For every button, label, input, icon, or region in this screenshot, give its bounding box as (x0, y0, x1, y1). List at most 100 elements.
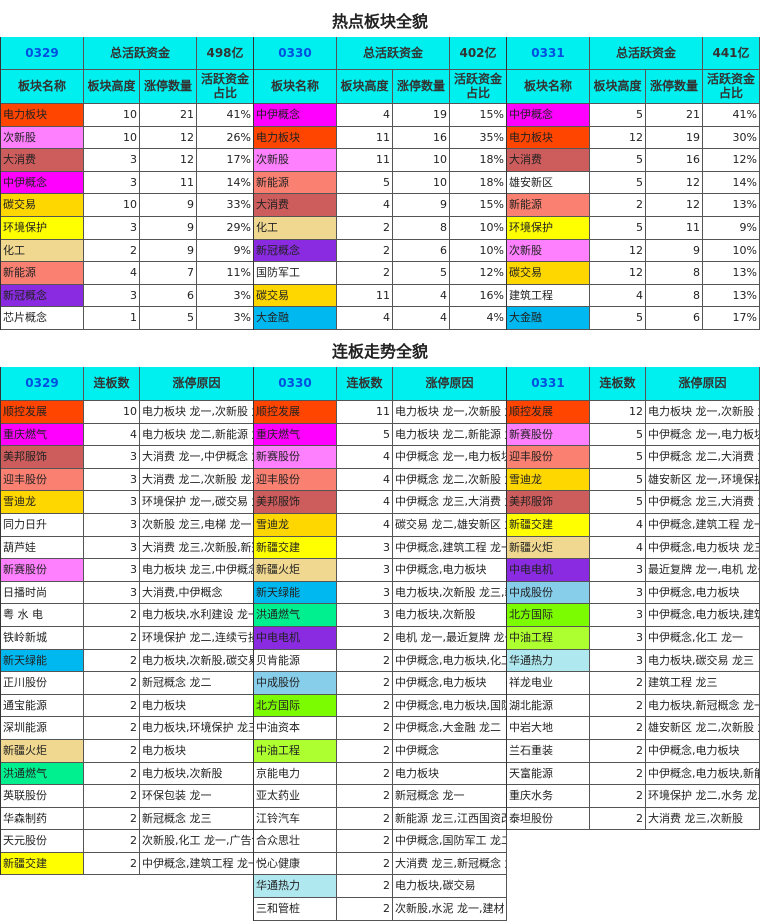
table-row[interactable]: 中伊概念 4 19 15% (254, 104, 507, 127)
table-row[interactable]: 新疆火炬 4 中伊概念,电力板块 龙三 (507, 536, 760, 560)
table-row[interactable]: 铁岭新城 2 环境保护 龙二,连续亏损 (1, 626, 254, 650)
table-row[interactable]: 美邦服饰 4 中伊概念 龙三,大消费 龙 (254, 491, 507, 514)
table-row[interactable]: 迎丰股份 3 大消费 龙二,次新股 龙二 (1, 468, 254, 492)
table-row[interactable]: 美邦服饰 3 大消费 龙一,中伊概念 龙 (1, 446, 254, 469)
table-row[interactable]: 英联股份 2 环保包装 龙一 (1, 785, 254, 808)
table-row[interactable]: 葫芦娃 3 大消费 龙三,次新股,新冠 (1, 536, 254, 560)
table-row[interactable]: 北方国际 2 中伊概念,电力板块,国防 (254, 694, 507, 718)
table-row[interactable]: 中电电机 3 最近复牌 龙一,电机 龙一 (507, 559, 760, 582)
table-row[interactable]: 新赛股份 5 中伊概念 龙一,电力板块 (507, 423, 760, 447)
table-row[interactable]: 贝肯能源 2 中伊概念,电力板块,化工 (254, 649, 507, 673)
table-row[interactable]: 碳交易 12 8 13% (507, 262, 760, 285)
table-row[interactable]: 环境保护 3 9 29% (1, 216, 254, 240)
table-row[interactable]: 祥龙电业 2 建筑工程 龙三 (507, 672, 760, 695)
table-row[interactable]: 顺控发展 10 电力板块 龙一,次新股 龙 (1, 401, 254, 424)
table-row[interactable]: 次新股 10 12 26% (1, 126, 254, 150)
board-count: 3 (84, 536, 140, 559)
table-row[interactable]: 华通热力 3 电力板块,碳交易 龙三 (507, 649, 760, 673)
table-row[interactable]: 中成股份 3 中伊概念,电力板块 (507, 581, 760, 605)
table-row[interactable]: 江铃汽车 2 新能源 龙三,江西国资改 (254, 807, 507, 831)
table-row[interactable]: 国防军工 2 5 12% (254, 262, 507, 285)
table-row[interactable]: 新疆交建 2 中伊概念,建筑工程 龙一 (1, 852, 254, 876)
table-row[interactable]: 雄安新区 5 12 14% (507, 171, 760, 195)
table-row[interactable]: 新天绿能 2 电力板块,次新股,碳交易 (1, 649, 254, 673)
table-row[interactable]: 新能源 2 12 13% (507, 194, 760, 217)
table-row[interactable]: 大消费 5 16 12% (507, 149, 760, 172)
table-row[interactable]: 雪迪龙 3 环境保护 龙一,碳交易 龙 (1, 491, 254, 514)
table-row[interactable]: 天富能源 2 中伊概念,电力板块,新能 (507, 762, 760, 786)
table-row[interactable]: 顺控发展 12 电力板块 龙一,次新股 龙 (507, 401, 760, 424)
table-row[interactable]: 重庆燃气 5 电力板块 龙二,新能源 龙 (254, 423, 507, 447)
table-row[interactable]: 新能源 4 7 11% (1, 262, 254, 285)
table-row[interactable]: 大金融 4 4 4% (254, 307, 507, 330)
table-row[interactable]: 新赛股份 4 中伊概念 龙一,电力板块 (254, 446, 507, 469)
table-row[interactable]: 深圳能源 2 电力板块,环境保护 龙三 (1, 717, 254, 740)
table-row[interactable]: 京能电力 2 电力板块 (254, 762, 507, 786)
table-row[interactable]: 中伊概念 5 21 41% (507, 104, 760, 127)
table-row[interactable]: 新疆交建 3 中伊概念,建筑工程 龙一 (254, 536, 507, 560)
table-row[interactable]: 合众思壮 2 中伊概念,国防军工 龙二 (254, 830, 507, 853)
table-row[interactable]: 亚太药业 2 新冠概念 龙一 (254, 785, 507, 808)
table-row[interactable]: 电力板块 11 16 35% (254, 126, 507, 150)
stock-name: 顺控发展 (507, 401, 590, 423)
table-row[interactable]: 中岩大地 2 雄安新区 龙二,次新股 龙 (507, 717, 760, 740)
table-row[interactable]: 新疆火炬 3 中伊概念,电力板块 (254, 559, 507, 582)
table-row[interactable]: 洪通燃气 3 电力板块,次新股 (254, 604, 507, 627)
table-row[interactable]: 美邦服饰 5 中伊概念 龙三,大消费 龙 (507, 491, 760, 514)
table-row[interactable]: 化工 2 9 9% (1, 239, 254, 263)
table-row[interactable]: 新冠概念 2 6 10% (254, 239, 507, 263)
table-row[interactable]: 北方国际 3 中伊概念,电力板块,建筑 (507, 604, 760, 627)
table-row[interactable]: 次新股 11 10 18% (254, 149, 507, 172)
table-row[interactable]: 新疆火炬 2 电力板块 (1, 739, 254, 763)
table-row[interactable]: 电力板块 10 21 41% (1, 104, 254, 127)
table-row[interactable]: 顺控发展 11 电力板块 龙一,次新股 龙 (254, 401, 507, 424)
table-row[interactable]: 新赛股份 3 电力板块 龙三,中伊概念 (1, 559, 254, 582)
table-row[interactable]: 三和管桩 2 次新股,水泥 龙一,建材 龙 (254, 898, 507, 921)
table-row[interactable]: 湖北能源 2 电力板块,新冠概念 龙一 (507, 694, 760, 718)
table-row[interactable]: 电力板块 12 19 30% (507, 126, 760, 150)
table-row[interactable]: 中油工程 2 中伊概念 (254, 739, 507, 763)
table-row[interactable]: 中伊概念 3 11 14% (1, 171, 254, 195)
table-row[interactable]: 中电电机 2 电机 龙一,最近复牌 龙一 (254, 626, 507, 650)
table-row[interactable]: 同力日升 3 次新股 龙三,电梯 龙一 (1, 513, 254, 537)
table-row[interactable]: 华森制药 2 新冠概念 龙三 (1, 807, 254, 831)
table-row[interactable]: 日播时尚 3 大消费,中伊概念 (1, 581, 254, 605)
total-value: 498亿 (197, 37, 254, 69)
limit-up-reason: 电力板块 龙二,新能源 龙 (393, 423, 507, 446)
board-count: 4 (337, 446, 393, 468)
table-row[interactable]: 大消费 4 9 15% (254, 194, 507, 217)
table-row[interactable]: 雪迪龙 4 碳交易 龙二,雄安新区 龙 (254, 513, 507, 537)
table-row[interactable]: 通宝能源 2 电力板块 (1, 694, 254, 718)
table-row[interactable]: 新疆交建 4 中伊概念,建筑工程 龙一 (507, 513, 760, 537)
table-row[interactable]: 粤 水 电 2 电力板块,水利建设 龙一 (1, 604, 254, 627)
table-row[interactable]: 泰坦股份 2 大消费 龙三,次新股 (507, 807, 760, 831)
table-row[interactable]: 迎丰股份 4 中伊概念 龙二,次新股 龙 (254, 468, 507, 492)
table-row[interactable]: 中油工程 3 中伊概念,化工 龙一 (507, 626, 760, 650)
date-label: 0331 (507, 367, 590, 400)
table-row[interactable]: 新冠概念 3 6 3% (1, 284, 254, 308)
table-row[interactable]: 中成股份 2 中伊概念,电力板块 (254, 672, 507, 695)
table-row[interactable]: 洪通燃气 2 电力板块,次新股 (1, 762, 254, 786)
table-row[interactable]: 建筑工程 4 8 13% (507, 284, 760, 308)
table-row[interactable]: 悦心健康 2 大消费 龙三,新冠概念 龙 (254, 852, 507, 876)
table-row[interactable]: 重庆水务 2 环境保护 龙二,水务 龙二 (507, 785, 760, 808)
table-row[interactable]: 环境保护 5 11 9% (507, 216, 760, 240)
table-row[interactable]: 碳交易 11 4 16% (254, 284, 507, 308)
table-row[interactable]: 新能源 5 10 18% (254, 171, 507, 195)
table-row[interactable]: 天元股份 2 次新股,化工 龙一,广告包 (1, 830, 254, 853)
table-row[interactable]: 兰石重装 2 中伊概念,电力板块 (507, 739, 760, 763)
table-row[interactable]: 重庆燃气 4 电力板块 龙二,新能源 龙 (1, 423, 254, 447)
table-row[interactable]: 华通热力 2 电力板块,碳交易 (254, 875, 507, 899)
table-row[interactable]: 大消费 3 12 17% (1, 149, 254, 172)
table-row[interactable]: 雪迪龙 5 雄安新区 龙一,环境保护 (507, 468, 760, 492)
table-row[interactable]: 中油资本 2 中伊概念,大金融 龙二 (254, 717, 507, 740)
table-row[interactable]: 迎丰股份 5 中伊概念 龙二,大消费 龙 (507, 446, 760, 469)
table-row[interactable]: 化工 2 8 10% (254, 216, 507, 240)
table-row[interactable]: 碳交易 10 9 33% (1, 194, 254, 217)
table-row[interactable]: 芯片概念 1 5 3% (1, 307, 254, 330)
table-row[interactable]: 正川股份 2 新冠概念 龙二 (1, 672, 254, 695)
table-row[interactable]: 大金融 5 6 17% (507, 307, 760, 330)
table-row[interactable]: 次新股 12 9 10% (507, 239, 760, 263)
table-row[interactable]: 新天绿能 3 电力板块,次新股 龙三,新 (254, 581, 507, 605)
limit-up-reason: 环境保护 龙一,碳交易 龙 (140, 491, 254, 513)
